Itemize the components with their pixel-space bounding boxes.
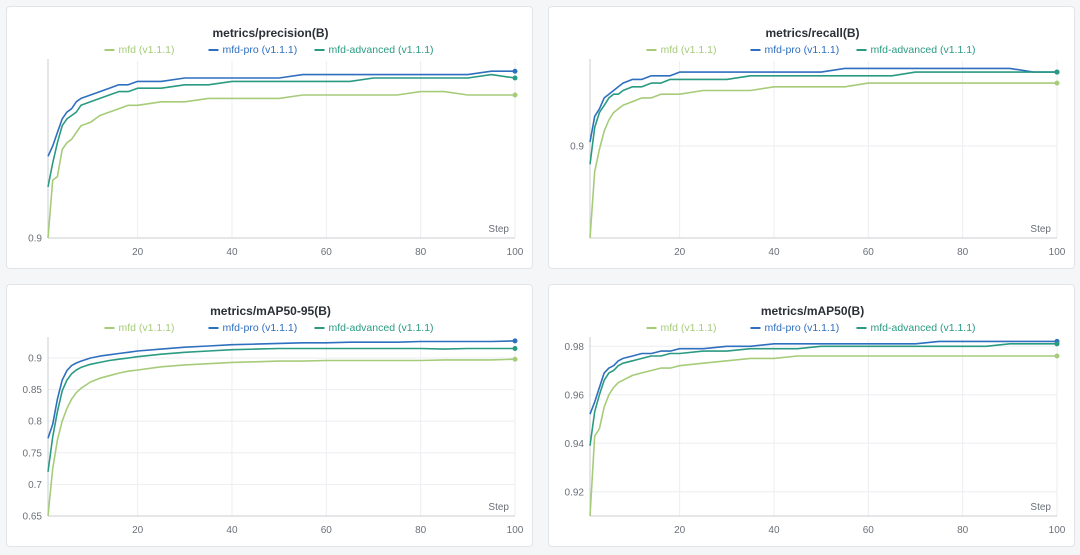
legend-label: mfd-advanced (v1.1.1) [871,44,976,56]
series-line[interactable] [589,82,1057,239]
x-tick-label: 100 [507,525,524,536]
legend-label: mfd-advanced (v1.1.1) [871,322,976,334]
y-tick-label: 0.8 [28,417,42,428]
y-tick-label: 0.9 [570,141,584,152]
chart-title: metrics/mAP50-95(B) [210,304,331,318]
x-tick-label: 60 [321,247,333,258]
series-line[interactable] [47,90,515,239]
x-tick-label: 20 [674,247,686,258]
y-tick-label: 0.98 [565,342,585,353]
series-line[interactable] [589,67,1057,143]
chart-svg-precision: metrics/precision(B) mfd (v1.1.1) mfd-pro … [28,26,524,258]
x-axis-label: Step [1030,224,1051,235]
legend-label: mfd-pro (v1.1.1) [223,322,298,334]
y-tick-label: 0.75 [23,448,43,459]
x-tick-label: 40 [226,247,238,258]
series-end-point[interactable] [512,345,518,351]
legend-item[interactable]: mfd-pro (v1.1.1) [208,322,298,334]
series-end-point[interactable] [512,68,518,74]
legend-item[interactable]: mfd-advanced (v1.1.1) [314,322,434,334]
x-tick-label: 80 [957,525,969,536]
series-line[interactable] [47,340,516,439]
series-line[interactable] [47,70,515,157]
legend-label: mfd (v1.1.1) [119,322,175,334]
legend-item[interactable]: mfd (v1.1.1) [646,322,717,334]
x-axis-label: Step [1030,502,1051,513]
chart-svg-map50: metrics/mAP50(B) mfd (v1.1.1) mfd-pro (v1.… [565,304,1066,536]
chart-title: metrics/mAP50(B) [761,304,864,318]
chart-svg-map50-95: metrics/mAP50-95(B) mfd (v1.1.1) mfd-pro (… [23,304,524,536]
series-line[interactable] [589,342,1057,446]
series-end-point[interactable] [1054,69,1060,75]
y-tick-label: 0.85 [23,385,43,396]
chart-panel-precision: metrics/precision(B) mfd (v1.1.1) mfd-pro … [6,6,533,269]
series-end-point[interactable] [512,338,518,344]
legend-label: mfd-pro (v1.1.1) [765,322,840,334]
series-end-point[interactable] [1054,353,1060,359]
x-tick-label: 60 [321,525,333,536]
legend-item[interactable]: mfd (v1.1.1) [104,322,175,334]
chart-panel-map50: metrics/mAP50(B) mfd (v1.1.1) mfd-pro (v1.… [548,284,1075,547]
series-line[interactable] [589,340,1057,415]
x-tick-label: 100 [1049,247,1066,258]
y-tick-label: 0.65 [23,512,43,523]
y-tick-label: 0.96 [565,390,585,401]
y-tick-label: 0.9 [28,234,42,245]
x-tick-label: 40 [768,525,780,536]
x-tick-label: 80 [415,247,427,258]
chart-panel-recall: metrics/recall(B) mfd (v1.1.1) mfd-pro (v1… [548,6,1075,269]
y-tick-label: 0.92 [565,487,585,498]
y-tick-label: 0.94 [565,439,585,450]
series-end-point[interactable] [1054,80,1060,86]
legend-item[interactable]: mfd (v1.1.1) [646,44,717,56]
legend-label: mfd (v1.1.1) [661,44,717,56]
x-axis-label: Step [488,502,509,513]
x-tick-label: 100 [1049,525,1066,536]
x-tick-label: 20 [674,525,686,536]
x-tick-label: 40 [226,525,238,536]
x-tick-label: 100 [507,247,524,258]
series-line[interactable] [47,358,516,517]
legend-item[interactable]: mfd-pro (v1.1.1) [750,44,840,56]
legend-item[interactable]: mfd-pro (v1.1.1) [208,44,298,56]
x-tick-label: 20 [132,247,144,258]
legend-item[interactable]: mfd (v1.1.1) [104,44,175,56]
series-end-point[interactable] [512,92,518,98]
y-tick-label: 0.7 [28,480,42,491]
legend-label: mfd-advanced (v1.1.1) [329,322,434,334]
legend-label: mfd-pro (v1.1.1) [223,44,298,56]
series-line[interactable] [47,73,516,188]
legend-label: mfd-pro (v1.1.1) [765,44,840,56]
legend-label: mfd (v1.1.1) [119,44,175,56]
x-tick-label: 20 [132,525,144,536]
x-tick-label: 60 [863,247,875,258]
x-tick-label: 40 [768,247,780,258]
series-end-point[interactable] [512,356,518,362]
series-line[interactable] [589,71,1057,165]
legend-item[interactable]: mfd-pro (v1.1.1) [750,322,840,334]
series-line[interactable] [47,347,515,472]
x-tick-label: 60 [863,525,875,536]
chart-panel-map50-95: metrics/mAP50-95(B) mfd (v1.1.1) mfd-pro (… [6,284,533,547]
legend-item[interactable]: mfd-advanced (v1.1.1) [314,44,434,56]
series-line[interactable] [589,355,1057,517]
y-tick-label: 0.9 [28,353,42,364]
legend-label: mfd-advanced (v1.1.1) [329,44,434,56]
legend-item[interactable]: mfd-advanced (v1.1.1) [856,44,976,56]
x-tick-label: 80 [957,247,969,258]
legend-item[interactable]: mfd-advanced (v1.1.1) [856,322,976,334]
legend-label: mfd (v1.1.1) [661,322,717,334]
chart-svg-recall: metrics/recall(B) mfd (v1.1.1) mfd-pro (v1… [570,26,1066,258]
series-end-point[interactable] [512,75,518,81]
x-axis-label: Step [488,224,509,235]
series-end-point[interactable] [1054,341,1060,347]
chart-title: metrics/precision(B) [212,26,328,40]
x-tick-label: 80 [415,525,427,536]
chart-title: metrics/recall(B) [765,26,859,40]
